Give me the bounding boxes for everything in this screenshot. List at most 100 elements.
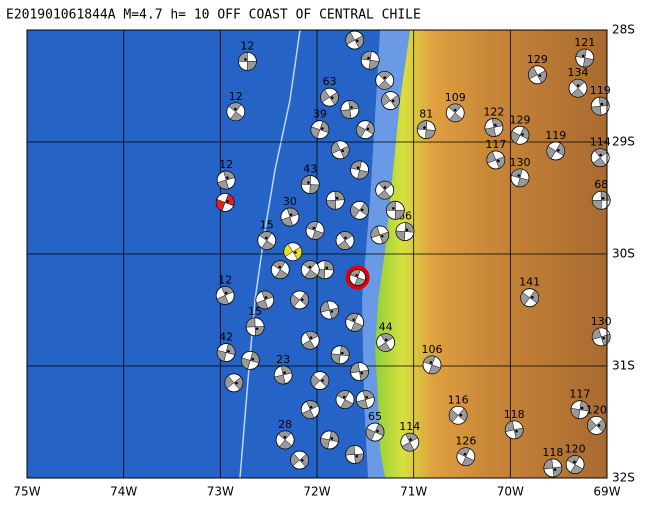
beachball-lobe bbox=[356, 121, 375, 138]
p-axis bbox=[392, 207, 395, 210]
event-depth-label: 63 bbox=[323, 75, 337, 88]
beachball bbox=[300, 260, 320, 280]
event-depth-label: 30 bbox=[283, 195, 297, 208]
event-depth-label: 12 bbox=[219, 158, 233, 171]
event-depth-label: 81 bbox=[419, 108, 433, 121]
y-tick-label: 29S bbox=[612, 135, 635, 149]
beachball-lobe bbox=[546, 142, 566, 160]
p-axis bbox=[573, 460, 576, 464]
beachball bbox=[422, 355, 442, 375]
x-tick-label: 72W bbox=[303, 485, 330, 499]
beachball bbox=[215, 286, 235, 305]
beachball bbox=[370, 225, 390, 245]
p-axis bbox=[251, 357, 254, 361]
beachball-lobe bbox=[256, 290, 274, 310]
beachball-lobe bbox=[274, 365, 293, 385]
p-axis bbox=[283, 435, 287, 439]
event-depth-label: 120 bbox=[565, 443, 586, 456]
beachball-lobe bbox=[290, 452, 309, 468]
beachball bbox=[400, 432, 420, 452]
beachball-lobe bbox=[302, 260, 318, 279]
p-axis bbox=[459, 413, 463, 417]
beachball bbox=[568, 78, 588, 98]
p-axis bbox=[235, 381, 238, 385]
p-axis bbox=[360, 371, 364, 375]
beachball bbox=[275, 430, 295, 450]
beachball bbox=[280, 207, 300, 227]
beachball bbox=[320, 430, 339, 450]
beachball-lobe bbox=[277, 430, 293, 450]
p-axis bbox=[494, 123, 497, 127]
beachball bbox=[345, 30, 365, 50]
beachball bbox=[310, 120, 330, 140]
beachball-lobe bbox=[591, 96, 610, 116]
p-axis bbox=[355, 39, 359, 43]
event-depth-label: 12 bbox=[229, 90, 243, 103]
beachball bbox=[350, 200, 369, 220]
beachball bbox=[300, 400, 320, 420]
event-depth-label: 129 bbox=[527, 53, 548, 66]
beachball-lobe bbox=[281, 207, 299, 227]
event-depth-label: 141 bbox=[519, 276, 540, 289]
event-depth-label: 44 bbox=[379, 320, 393, 333]
beachball-lobe bbox=[566, 455, 584, 474]
beachball-lobe bbox=[386, 201, 405, 220]
beachball bbox=[305, 221, 325, 240]
beachball bbox=[510, 168, 530, 188]
p-axis bbox=[602, 336, 605, 340]
p-axis bbox=[321, 127, 324, 130]
beachball bbox=[486, 150, 506, 170]
beachball bbox=[216, 170, 236, 190]
p-axis bbox=[405, 228, 409, 232]
beachball-lobe bbox=[300, 175, 320, 194]
beachball bbox=[565, 455, 585, 474]
event-depth-label: 129 bbox=[510, 113, 531, 126]
beachball-lobe bbox=[301, 400, 319, 419]
ticks: 75W 74W 73W 72W 71W 70W 69W 28S 29S 30S 31S 32S bbox=[13, 23, 634, 499]
beachball-lobe bbox=[310, 373, 330, 388]
beachball bbox=[546, 141, 566, 161]
beachball bbox=[445, 103, 465, 123]
beachball bbox=[255, 290, 275, 310]
beachball-lobe bbox=[377, 333, 394, 352]
p-axis bbox=[234, 107, 237, 111]
beachball bbox=[290, 290, 310, 310]
beachball-lobe bbox=[330, 141, 350, 159]
p-axis bbox=[312, 226, 316, 230]
event-depth-label: 43 bbox=[303, 163, 317, 176]
beachball bbox=[350, 160, 369, 180]
event-depth-label: 119 bbox=[590, 84, 611, 97]
beachball bbox=[310, 371, 330, 390]
beachball-lobe bbox=[350, 160, 369, 180]
beachball bbox=[416, 120, 436, 140]
p-axis bbox=[283, 371, 286, 374]
beachball-lobe bbox=[346, 313, 364, 332]
beachball bbox=[283, 242, 303, 262]
event-depth-label: 126 bbox=[455, 435, 476, 448]
event-depth-label: 39 bbox=[313, 108, 327, 121]
y-tick-label: 32S bbox=[612, 471, 635, 485]
beachball bbox=[360, 50, 380, 70]
beachball bbox=[520, 288, 540, 308]
beachball bbox=[456, 447, 476, 467]
beachball-lobe bbox=[215, 193, 235, 212]
p-axis bbox=[300, 458, 304, 462]
beachball-lobe bbox=[448, 103, 463, 123]
beachball bbox=[586, 415, 606, 435]
p-axis bbox=[226, 176, 229, 180]
beachball-lobe bbox=[381, 92, 400, 109]
p-axis bbox=[325, 266, 329, 270]
beachball-lobe bbox=[337, 231, 353, 250]
beachball-lobe bbox=[283, 243, 303, 260]
event-depth-label: 65 bbox=[368, 410, 382, 423]
beachball bbox=[590, 148, 610, 168]
beachball-lobe bbox=[423, 355, 441, 375]
beachball bbox=[325, 190, 345, 210]
beachball-lobe bbox=[320, 300, 339, 320]
beachball bbox=[315, 260, 335, 280]
p-axis bbox=[355, 454, 359, 458]
beachball bbox=[290, 450, 310, 470]
beachball-lobe bbox=[457, 447, 475, 466]
beachball-lobe bbox=[259, 231, 275, 250]
p-axis bbox=[330, 310, 334, 313]
